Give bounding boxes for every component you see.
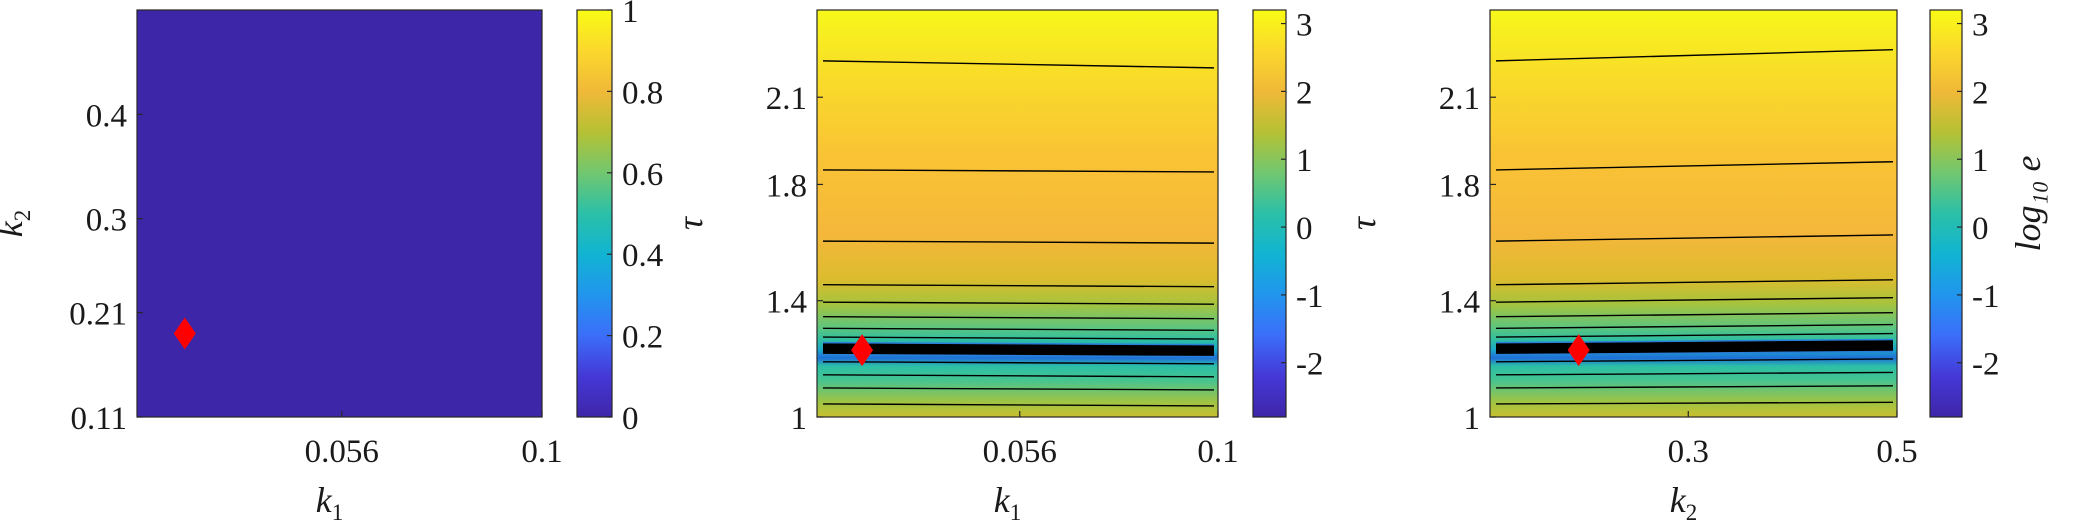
y-tick-label: 0.4 xyxy=(86,98,127,134)
axes-frame xyxy=(816,9,1219,418)
heatmap-field xyxy=(137,10,542,417)
contour-line xyxy=(822,336,1215,340)
x-tick-label: 0.5 xyxy=(1876,434,1917,470)
x-tick-label: 0.3 xyxy=(1668,434,1709,470)
y-tick-label: 0.21 xyxy=(69,297,127,333)
x-axis-label: k2 xyxy=(1670,480,1697,523)
x-axis-label-sub: 2 xyxy=(1686,500,1698,523)
contour-line xyxy=(822,387,1215,391)
marker-diamond xyxy=(1567,334,1590,367)
x-axis-label-main: k xyxy=(316,480,333,520)
x-axis-label-main: k xyxy=(994,480,1011,520)
contour-line xyxy=(822,240,1215,244)
colorbar-tick-label: 0 xyxy=(1296,211,1313,247)
y-tick-label: 1.8 xyxy=(766,168,807,204)
colorbar-tick-label: 0.6 xyxy=(622,157,663,193)
axes-frame xyxy=(1489,9,1898,418)
y-tick-label: 1.4 xyxy=(1439,285,1480,321)
y-tick-label: 1 xyxy=(1464,401,1481,437)
y-tick-label: 1.8 xyxy=(1439,168,1480,204)
contour-line xyxy=(822,327,1215,332)
colorbar-tick-label: 2 xyxy=(1296,75,1313,111)
y-axis-label: τ xyxy=(1343,216,1383,230)
colorbar-tick-label: 1 xyxy=(1972,143,1989,179)
colorbar-tick-label: -2 xyxy=(1296,347,1324,383)
contour-line xyxy=(1495,340,1894,355)
contour-line xyxy=(822,301,1215,305)
colorbar-label: log₁₀ e xyxy=(2008,155,2048,251)
x-axis-label-sub: 1 xyxy=(1010,500,1022,523)
y-tick-label: 1.4 xyxy=(766,285,807,321)
contour-line xyxy=(1495,338,1894,344)
heatmap-field xyxy=(1490,10,1897,417)
y-axis-label-sub: 2 xyxy=(10,210,35,222)
y-tick-label: 0.11 xyxy=(70,401,127,437)
colorbar xyxy=(1252,9,1287,418)
contour-line xyxy=(822,361,1215,365)
contour-line xyxy=(822,343,1215,357)
y-tick-label: 1 xyxy=(791,401,808,437)
y-axis-label-main: k xyxy=(0,220,30,237)
colorbar-tick-label: 0.2 xyxy=(622,320,663,356)
x-tick-label: 0.1 xyxy=(1197,434,1238,470)
colorbar-tick-label: -2 xyxy=(1972,347,2000,383)
colorbar xyxy=(576,9,613,418)
marker-diamond xyxy=(173,317,196,350)
colorbar-tick-label: 1 xyxy=(622,0,639,30)
y-axis-label: k2 xyxy=(0,210,35,237)
colorbar-tick-label: 2 xyxy=(1972,75,1989,111)
y-tick-label: 2.1 xyxy=(766,81,807,117)
contour-line xyxy=(822,341,1215,346)
contour-line xyxy=(1495,371,1894,376)
contour-line xyxy=(822,353,1215,358)
contour-line xyxy=(822,374,1215,378)
contour-line xyxy=(1495,332,1894,338)
contour-line xyxy=(822,60,1215,69)
y-tick-label: 0.3 xyxy=(86,203,127,239)
contour-line xyxy=(1495,161,1894,171)
colorbar-tick-label: 0.4 xyxy=(622,238,663,274)
colorbar-tick-label: 3 xyxy=(1296,8,1313,44)
colorbar-tick-label: 0.8 xyxy=(622,75,663,111)
marker-diamond xyxy=(851,334,874,367)
contour-line xyxy=(1495,401,1894,405)
contour-line xyxy=(822,316,1215,320)
x-axis-label: k1 xyxy=(316,480,343,523)
x-axis-label-main: k xyxy=(1670,480,1687,520)
colorbar-tick-label: -1 xyxy=(1972,279,2000,315)
contour-line xyxy=(1495,385,1894,389)
colorbar-tick-label: 1 xyxy=(1296,143,1313,179)
y-axis-label-main: τ xyxy=(1343,216,1383,230)
contour-line xyxy=(822,169,1215,173)
colorbar-tick-label: 0 xyxy=(622,401,639,437)
y-axis-label-main: τ xyxy=(670,216,710,230)
x-axis-label-sub: 1 xyxy=(332,500,344,523)
colorbar-tick-label: 3 xyxy=(1972,8,1989,44)
contour-line xyxy=(1495,297,1894,303)
x-tick-label: 0.1 xyxy=(521,434,562,470)
colorbar-tick-label: 0 xyxy=(1972,211,1989,247)
contour-line xyxy=(822,284,1215,288)
contour-line xyxy=(1495,48,1894,62)
contour-line xyxy=(1495,234,1894,242)
x-axis-label: k1 xyxy=(994,480,1021,523)
contour-line xyxy=(1495,311,1894,318)
contour-line xyxy=(822,403,1215,407)
colorbar xyxy=(1929,9,1963,418)
contour-line xyxy=(1495,323,1894,330)
x-tick-label: 0.056 xyxy=(305,434,379,470)
axes-frame xyxy=(136,9,543,418)
contour-line xyxy=(1495,279,1894,286)
contour-line xyxy=(1495,358,1894,363)
colorbar-tick-label: -1 xyxy=(1296,279,1324,315)
y-tick-label: 2.1 xyxy=(1439,81,1480,117)
y-axis-label: τ xyxy=(670,216,710,230)
contour-line xyxy=(1495,350,1894,356)
x-tick-label: 0.056 xyxy=(983,434,1057,470)
